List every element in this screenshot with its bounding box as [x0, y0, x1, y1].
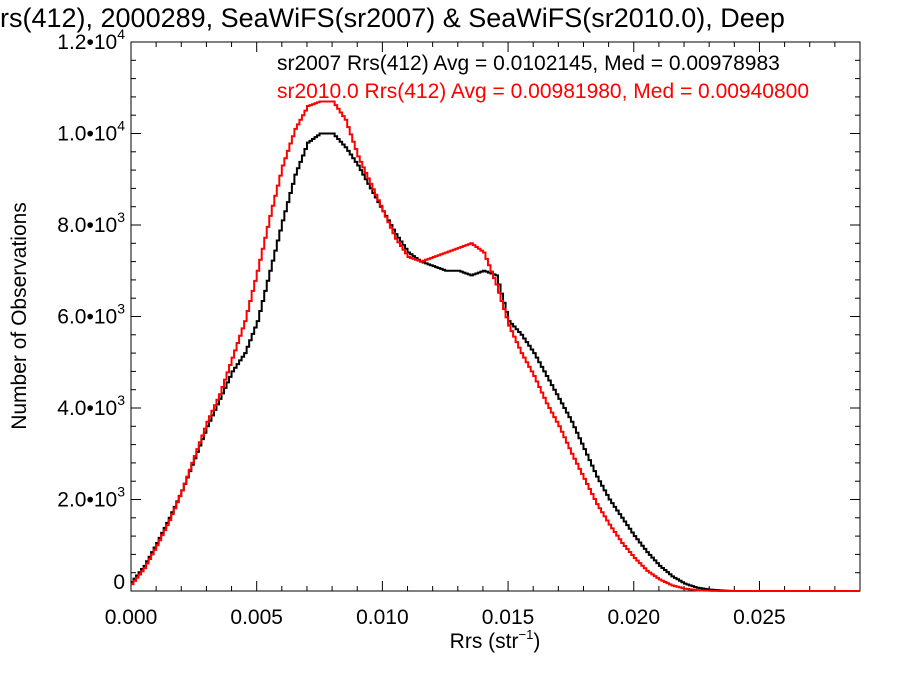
- x-axis-label: Rrs (str−1): [450, 627, 541, 653]
- y-axis-label: Number of Observations: [8, 202, 31, 430]
- series-layer: [131, 100, 860, 592]
- y-tick-label: 6.0•103: [57, 301, 125, 329]
- y-tick-label: 0: [113, 571, 125, 594]
- y-tick-labels: 0 2.0•103 4.0•103 6.0•103 8.0•103 1.0•104 1.2•…: [57, 26, 125, 594]
- x-tick-label: 0.025: [733, 606, 786, 629]
- y-tick-label: 4.0•103: [57, 392, 125, 420]
- x-tick-label: 0.015: [482, 606, 535, 629]
- y-tick-label: 2.0•103: [57, 484, 125, 512]
- series-line-sr2010-0: [131, 100, 860, 592]
- series-line-sr2007: [131, 132, 860, 592]
- y-tick-label: 1.2•104: [57, 26, 125, 54]
- x-axis-label-main: Rrs (str: [450, 630, 519, 653]
- annotation-sr2007: sr2007 Rrs(412) Avg = 0.0102145, Med = 0…: [277, 52, 780, 75]
- x-tick-labels: 0.000 0.005 0.010 0.015 0.020 0.025: [105, 606, 786, 629]
- x-axis-label-tail: ): [533, 630, 540, 653]
- x-tick-label: 0.020: [607, 606, 660, 629]
- y-tick-label: 1.0•104: [57, 118, 125, 146]
- annotation-sr2010: sr2010.0 Rrs(412) Avg = 0.00981980, Med …: [277, 80, 809, 103]
- x-tick-label: 0.005: [230, 606, 283, 629]
- x-tick-label: 0.010: [356, 606, 409, 629]
- axis-ticks: [130, 41, 861, 592]
- x-axis-label-exp: −1: [519, 627, 534, 642]
- chart-title: rs(412), 2000289, SeaWiFS(sr2007) & SeaW…: [0, 3, 785, 33]
- y-tick-label: 8.0•103: [57, 209, 125, 237]
- plot-frame: [130, 41, 861, 592]
- x-tick-label: 0.000: [105, 606, 158, 629]
